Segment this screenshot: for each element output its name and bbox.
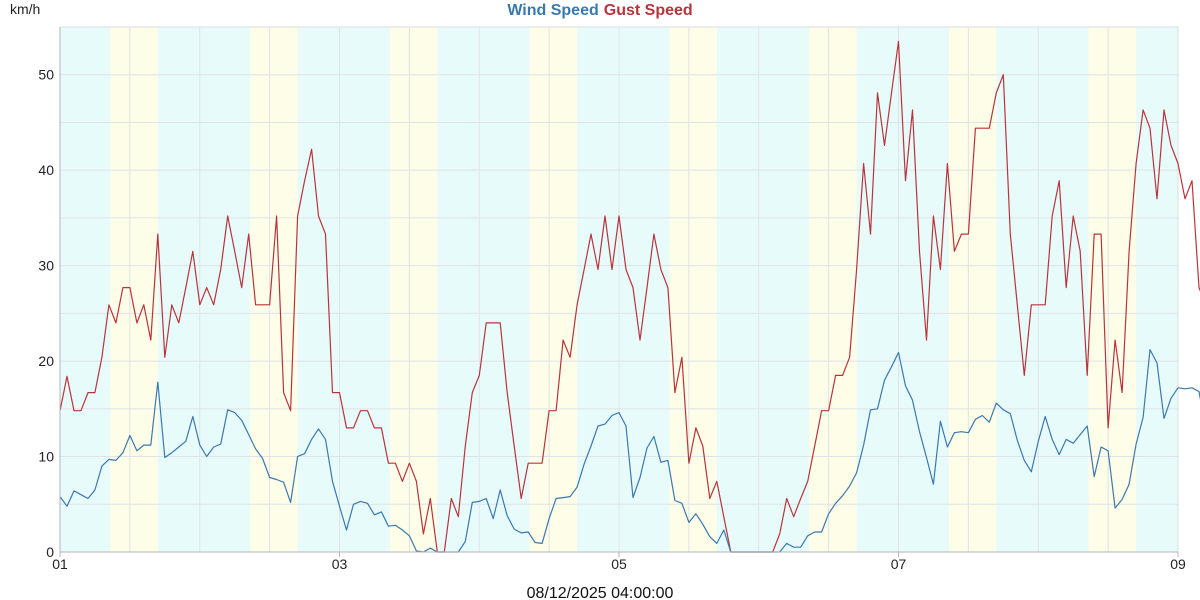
legend-wind-speed: Wind Speed xyxy=(507,2,598,19)
y-unit-label: km/h xyxy=(10,1,40,17)
y-tick-label: 40 xyxy=(38,162,54,178)
day-band-3 xyxy=(529,27,578,552)
series-line-gust-speed xyxy=(59,40,1200,553)
series-lines xyxy=(59,40,1200,553)
day-band-1 xyxy=(250,27,298,552)
y-tick-label: 30 xyxy=(38,258,54,274)
x-tick-label: 07 xyxy=(891,556,907,572)
day-band-7 xyxy=(1088,27,1137,552)
series-line-wind-speed xyxy=(59,349,1200,553)
day-band-6 xyxy=(948,27,997,552)
day-band-5 xyxy=(809,27,857,552)
day-band-4 xyxy=(669,27,717,552)
x-tick-label: 01 xyxy=(52,556,68,572)
x-tick-label: 05 xyxy=(611,556,627,572)
x-tick-label: 03 xyxy=(332,556,348,572)
legend: Wind Speed Gust Speed xyxy=(507,2,692,19)
axes: 0 10 20 30 40 50 01 03 05 07 09 xyxy=(38,27,1186,572)
y-tick-label: 50 xyxy=(38,67,54,83)
x-tick-label: 09 xyxy=(1170,556,1186,572)
y-tick-label: 20 xyxy=(38,353,54,369)
y-tick-label: 10 xyxy=(38,449,54,465)
day-band-0 xyxy=(110,27,158,552)
y-tick-label: 0 xyxy=(46,544,54,560)
timestamp-footer: 08/12/2025 04:00:00 xyxy=(527,585,674,600)
day-band-2 xyxy=(389,27,438,552)
legend-gust-speed: Gust Speed xyxy=(604,2,693,19)
